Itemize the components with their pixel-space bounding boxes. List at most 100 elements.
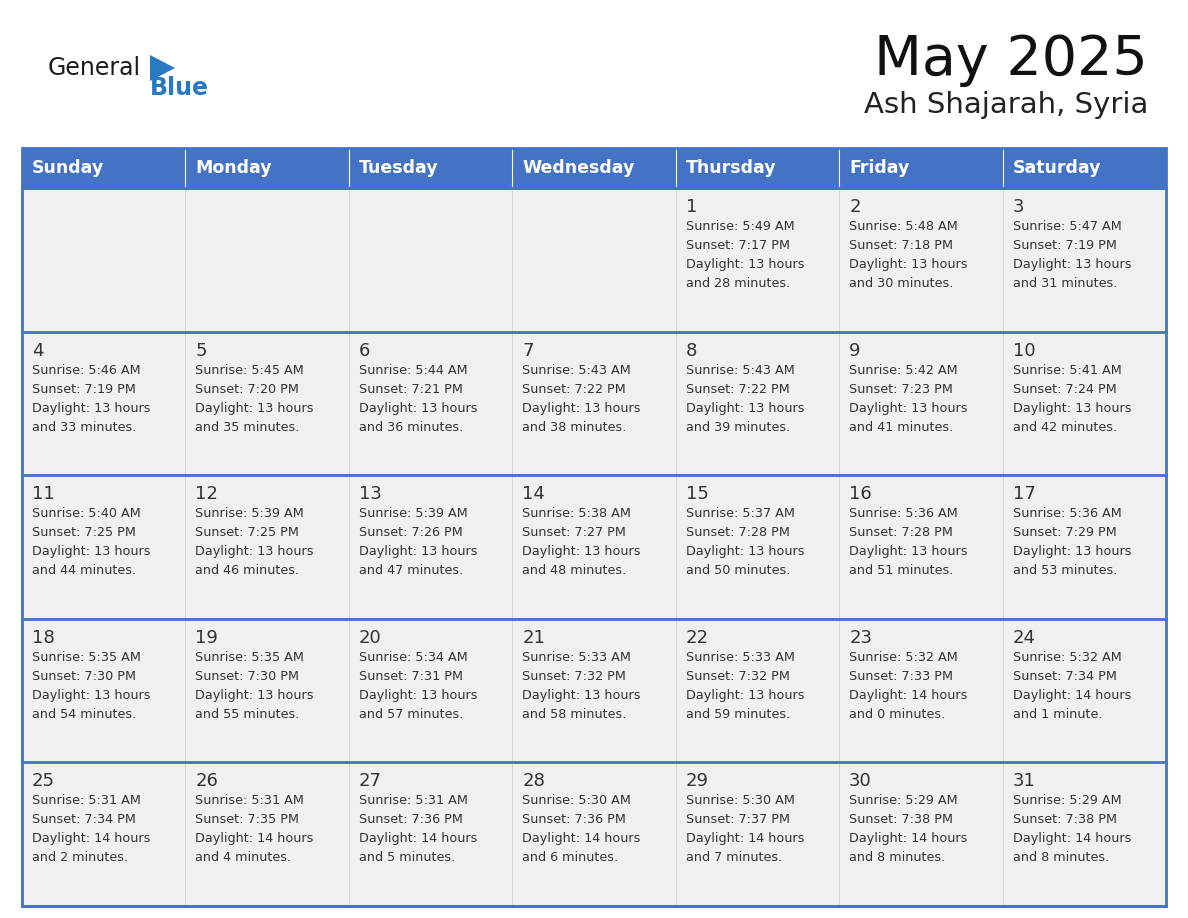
Text: Daylight: 13 hours: Daylight: 13 hours: [685, 688, 804, 701]
Bar: [23, 148, 185, 188]
Text: 21: 21: [523, 629, 545, 647]
Bar: [839, 148, 1003, 188]
Bar: [349, 476, 512, 619]
Text: Sunset: 7:34 PM: Sunset: 7:34 PM: [32, 813, 135, 826]
Text: Sunrise: 5:47 AM: Sunrise: 5:47 AM: [1012, 220, 1121, 233]
Text: Sunset: 7:19 PM: Sunset: 7:19 PM: [1012, 239, 1117, 252]
Text: and 39 minutes.: and 39 minutes.: [685, 420, 790, 433]
Bar: [185, 188, 349, 331]
Bar: [512, 619, 676, 763]
Text: Tuesday: Tuesday: [359, 159, 438, 177]
Text: Sunrise: 5:30 AM: Sunrise: 5:30 AM: [523, 794, 631, 808]
Bar: [676, 476, 839, 619]
Bar: [1003, 331, 1165, 476]
Bar: [839, 476, 1003, 619]
Text: and 59 minutes.: and 59 minutes.: [685, 708, 790, 721]
Text: and 57 minutes.: and 57 minutes.: [359, 708, 463, 721]
Bar: [512, 331, 676, 476]
Text: and 47 minutes.: and 47 minutes.: [359, 565, 463, 577]
Text: and 6 minutes.: and 6 minutes.: [523, 851, 619, 865]
Text: and 28 minutes.: and 28 minutes.: [685, 277, 790, 290]
Text: Daylight: 14 hours: Daylight: 14 hours: [685, 833, 804, 845]
Text: Sunrise: 5:33 AM: Sunrise: 5:33 AM: [685, 651, 795, 664]
Bar: [185, 148, 349, 188]
Text: Sunset: 7:25 PM: Sunset: 7:25 PM: [196, 526, 299, 539]
Text: Daylight: 13 hours: Daylight: 13 hours: [849, 545, 968, 558]
Text: Daylight: 13 hours: Daylight: 13 hours: [1012, 258, 1131, 271]
Bar: [512, 763, 676, 906]
Text: 26: 26: [196, 772, 219, 790]
Text: Sunset: 7:18 PM: Sunset: 7:18 PM: [849, 239, 953, 252]
Text: Daylight: 13 hours: Daylight: 13 hours: [523, 688, 640, 701]
Text: Daylight: 14 hours: Daylight: 14 hours: [32, 833, 151, 845]
Text: Sunrise: 5:29 AM: Sunrise: 5:29 AM: [849, 794, 958, 808]
Text: 7: 7: [523, 341, 533, 360]
Text: 8: 8: [685, 341, 697, 360]
Text: Daylight: 14 hours: Daylight: 14 hours: [523, 833, 640, 845]
Text: Daylight: 14 hours: Daylight: 14 hours: [849, 688, 967, 701]
Text: Daylight: 13 hours: Daylight: 13 hours: [196, 545, 314, 558]
Text: Sunset: 7:19 PM: Sunset: 7:19 PM: [32, 383, 135, 396]
Bar: [349, 619, 512, 763]
Text: Sunset: 7:36 PM: Sunset: 7:36 PM: [523, 813, 626, 826]
Text: Sunrise: 5:35 AM: Sunrise: 5:35 AM: [196, 651, 304, 664]
Bar: [349, 188, 512, 331]
Text: 14: 14: [523, 486, 545, 503]
Text: Sunrise: 5:34 AM: Sunrise: 5:34 AM: [359, 651, 468, 664]
Text: General: General: [48, 56, 141, 80]
Text: Sunset: 7:26 PM: Sunset: 7:26 PM: [359, 526, 462, 539]
Text: and 42 minutes.: and 42 minutes.: [1012, 420, 1117, 433]
Text: Daylight: 13 hours: Daylight: 13 hours: [685, 401, 804, 415]
Text: Sunset: 7:30 PM: Sunset: 7:30 PM: [196, 670, 299, 683]
Text: Sunset: 7:21 PM: Sunset: 7:21 PM: [359, 383, 463, 396]
Bar: [512, 476, 676, 619]
Text: and 58 minutes.: and 58 minutes.: [523, 708, 626, 721]
Text: Sunrise: 5:46 AM: Sunrise: 5:46 AM: [32, 364, 140, 376]
Text: Wednesday: Wednesday: [523, 159, 634, 177]
Text: and 4 minutes.: and 4 minutes.: [196, 851, 291, 865]
Text: Sunrise: 5:43 AM: Sunrise: 5:43 AM: [685, 364, 795, 376]
Text: Daylight: 13 hours: Daylight: 13 hours: [523, 545, 640, 558]
Text: Sunset: 7:33 PM: Sunset: 7:33 PM: [849, 670, 953, 683]
Text: and 35 minutes.: and 35 minutes.: [196, 420, 299, 433]
Text: 15: 15: [685, 486, 708, 503]
Text: 1: 1: [685, 198, 697, 216]
Text: and 51 minutes.: and 51 minutes.: [849, 565, 954, 577]
Text: and 7 minutes.: and 7 minutes.: [685, 851, 782, 865]
Text: and 48 minutes.: and 48 minutes.: [523, 565, 626, 577]
Text: Daylight: 13 hours: Daylight: 13 hours: [849, 401, 968, 415]
Text: Sunrise: 5:31 AM: Sunrise: 5:31 AM: [32, 794, 141, 808]
Bar: [839, 188, 1003, 331]
Text: Sunrise: 5:31 AM: Sunrise: 5:31 AM: [196, 794, 304, 808]
Text: and 31 minutes.: and 31 minutes.: [1012, 277, 1117, 290]
Text: and 30 minutes.: and 30 minutes.: [849, 277, 954, 290]
Text: Daylight: 13 hours: Daylight: 13 hours: [523, 401, 640, 415]
Text: Sunrise: 5:45 AM: Sunrise: 5:45 AM: [196, 364, 304, 376]
Text: 2: 2: [849, 198, 860, 216]
Text: and 1 minute.: and 1 minute.: [1012, 708, 1102, 721]
Text: Daylight: 13 hours: Daylight: 13 hours: [849, 258, 968, 271]
Text: Sunrise: 5:32 AM: Sunrise: 5:32 AM: [849, 651, 958, 664]
Text: 20: 20: [359, 629, 381, 647]
Text: 31: 31: [1012, 772, 1036, 790]
Text: Sunset: 7:38 PM: Sunset: 7:38 PM: [849, 813, 953, 826]
Text: 30: 30: [849, 772, 872, 790]
Bar: [676, 148, 839, 188]
Text: 12: 12: [196, 486, 219, 503]
Text: Sunrise: 5:43 AM: Sunrise: 5:43 AM: [523, 364, 631, 376]
Bar: [349, 331, 512, 476]
Text: 22: 22: [685, 629, 709, 647]
Bar: [23, 188, 185, 331]
Text: Sunrise: 5:38 AM: Sunrise: 5:38 AM: [523, 508, 631, 521]
Text: Sunset: 7:30 PM: Sunset: 7:30 PM: [32, 670, 135, 683]
Text: Sunrise: 5:37 AM: Sunrise: 5:37 AM: [685, 508, 795, 521]
Text: 17: 17: [1012, 486, 1036, 503]
Text: Sunset: 7:29 PM: Sunset: 7:29 PM: [1012, 526, 1117, 539]
Text: Daylight: 13 hours: Daylight: 13 hours: [685, 258, 804, 271]
Text: Sunrise: 5:48 AM: Sunrise: 5:48 AM: [849, 220, 958, 233]
Text: 29: 29: [685, 772, 709, 790]
Text: Daylight: 14 hours: Daylight: 14 hours: [359, 833, 478, 845]
Text: Friday: Friday: [849, 159, 910, 177]
Bar: [839, 619, 1003, 763]
Bar: [23, 619, 185, 763]
